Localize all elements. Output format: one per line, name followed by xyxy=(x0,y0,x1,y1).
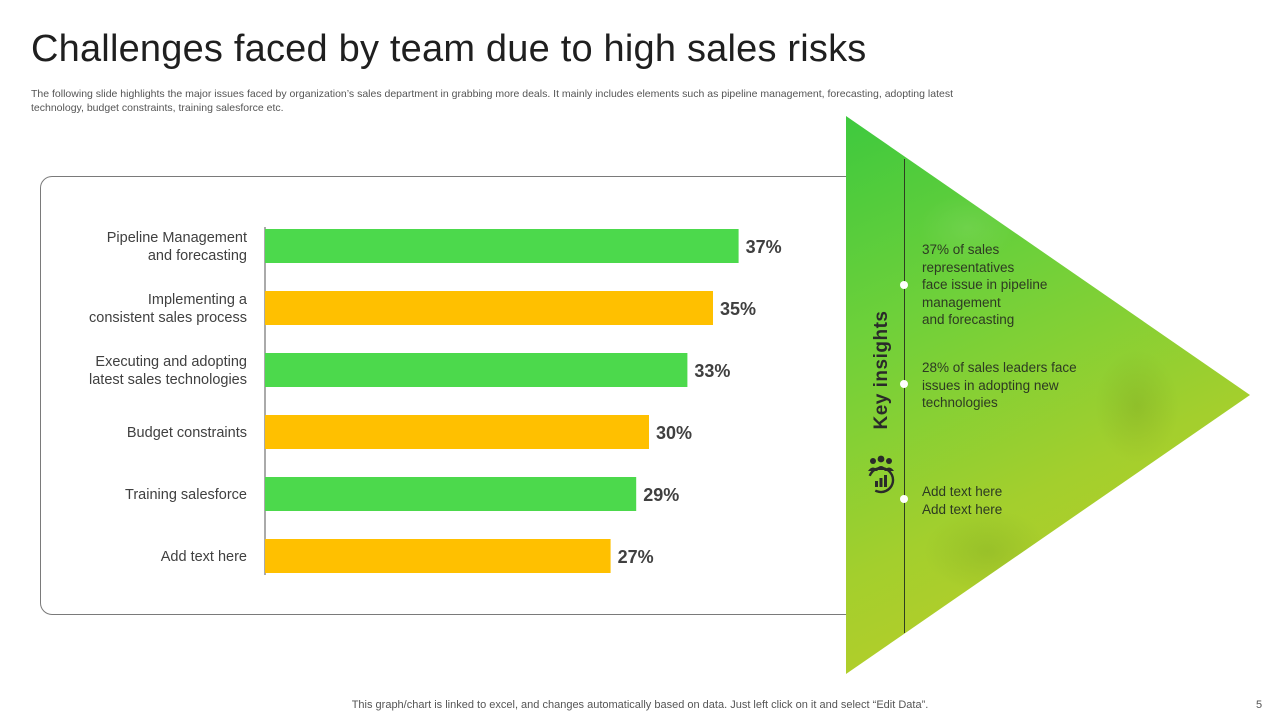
insight-3-text: Add text here Add text here xyxy=(922,483,1002,518)
key-insights-heading: Key insights xyxy=(871,310,892,430)
insight-3-dot xyxy=(900,495,908,503)
bar-3[interactable] xyxy=(265,353,688,387)
category-label-3: Executing and adopting xyxy=(95,354,247,370)
bar-1[interactable] xyxy=(265,229,739,263)
data-label-5: 29% xyxy=(643,485,679,505)
page-number: 5 xyxy=(1256,699,1263,711)
category-label-2: Implementing a xyxy=(148,292,248,308)
data-label-4: 30% xyxy=(656,423,692,443)
insight-1-dot xyxy=(900,281,908,289)
category-label-1: and forecasting xyxy=(148,248,247,264)
bar-5[interactable] xyxy=(265,477,637,511)
insight-1-line: face issue in pipeline xyxy=(922,277,1048,292)
insight-1-line: management xyxy=(922,294,1001,310)
insight-2-line: 28% of sales leaders face xyxy=(922,360,1077,375)
category-label-5: Training salesforce xyxy=(125,487,247,503)
bar-6[interactable] xyxy=(265,539,611,573)
insight-1-text: 37% of sales representatives face issue … xyxy=(922,241,1047,329)
insight-2-line: technologies xyxy=(922,395,998,410)
data-label-6: 27% xyxy=(618,547,654,567)
insight-1-line: representatives xyxy=(922,259,1015,275)
footer-note: This graph/chart is linked to excel, and… xyxy=(351,699,929,711)
category-label-1: Pipeline Management xyxy=(107,230,247,246)
team-growth-icon xyxy=(867,455,895,494)
slide-title: Challenges faced by team due to high sal… xyxy=(31,28,867,70)
insights-timeline-line xyxy=(904,159,905,633)
category-label-6: Add text here xyxy=(161,549,247,565)
insight-2-line: issues in adopting new xyxy=(922,377,1059,393)
insight-3-line: Add text here xyxy=(922,484,1003,499)
category-label-3: latest sales technologies xyxy=(89,372,247,388)
category-label-2: consistent sales process xyxy=(89,310,247,326)
insight-1-line: 37% of sales xyxy=(922,242,1000,257)
insight-2-text: 28% of sales leaders face issues in adop… xyxy=(922,359,1077,412)
bar-2[interactable] xyxy=(265,291,713,325)
slide-subtitle: The following slide highlights the major… xyxy=(31,88,953,114)
category-label-4: Budget constraints xyxy=(127,425,247,441)
data-label-1: 37% xyxy=(746,237,782,257)
bar-chart[interactable]: 37% Pipeline Management and forecasting 35%… xyxy=(0,0,900,640)
bar-4[interactable] xyxy=(265,415,649,449)
data-label-3: 33% xyxy=(694,361,730,381)
insight-3-line: Add text here xyxy=(922,501,1003,517)
data-label-2: 35% xyxy=(720,299,756,319)
insight-1-line: and forecasting xyxy=(922,312,1015,327)
insight-2-dot xyxy=(900,380,908,388)
